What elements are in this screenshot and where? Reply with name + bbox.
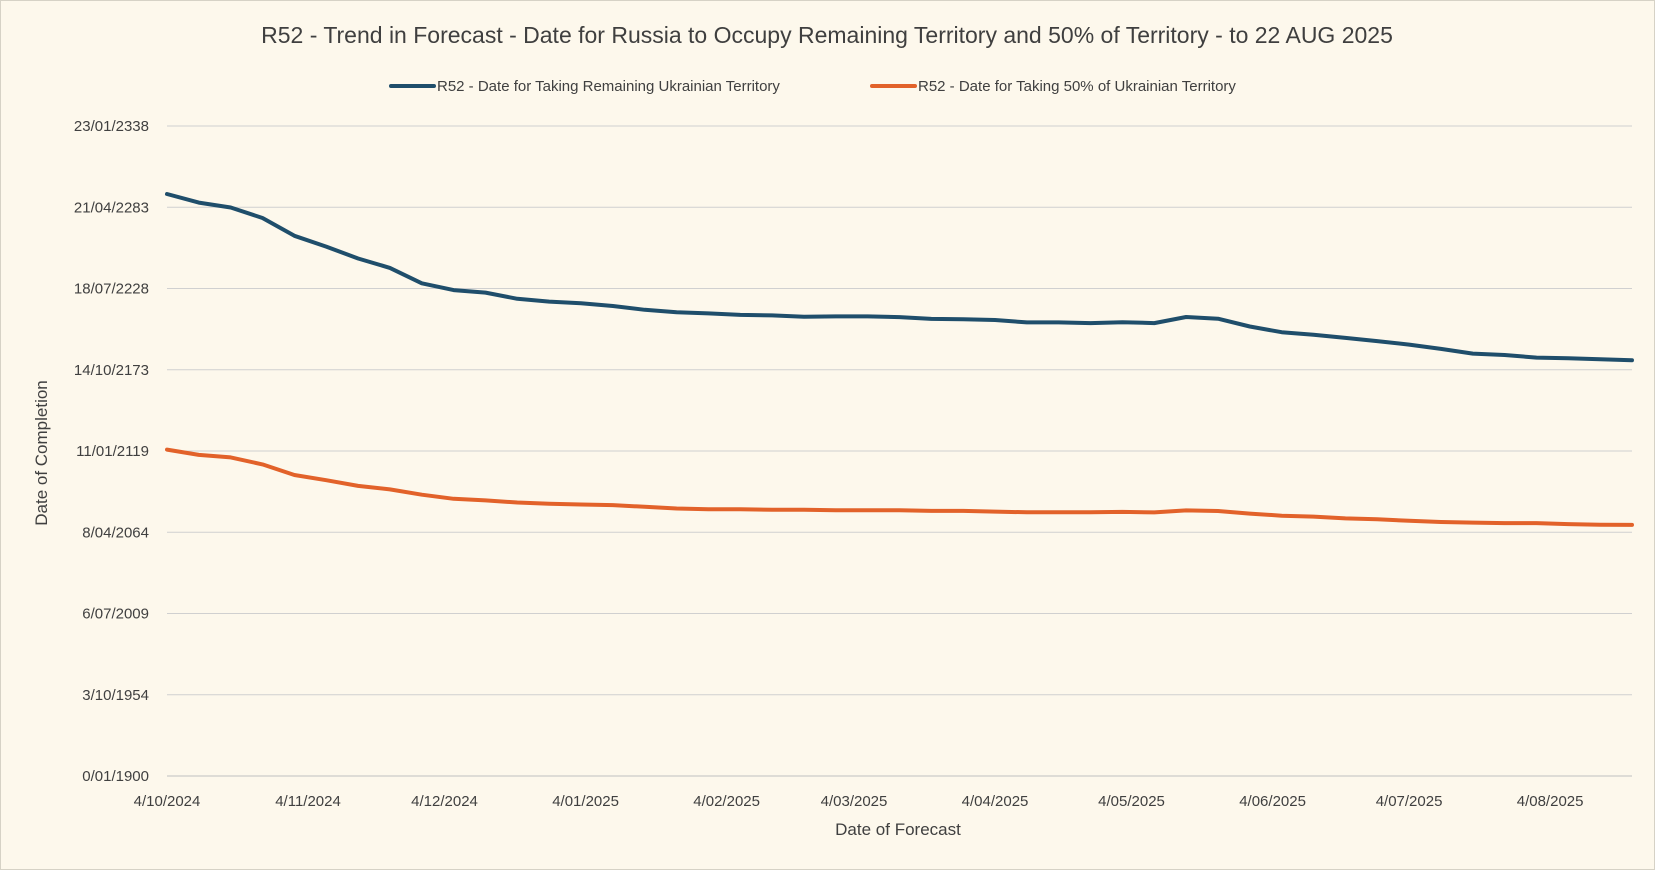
legend: R52 - Date for Taking Remaining Ukrainia… (389, 78, 1236, 95)
x-axis-title: Date of Forecast (835, 820, 961, 839)
x-tick-label: 4/06/2025 (1239, 793, 1306, 810)
x-tick-label: 4/02/2025 (693, 793, 760, 810)
chart-title: R52 - Trend in Forecast - Date for Russi… (261, 22, 1393, 48)
y-tick-label: 3/10/1954 (82, 687, 149, 704)
x-tick-label: 4/05/2025 (1098, 793, 1165, 810)
x-tick-label: 4/07/2025 (1376, 793, 1443, 810)
x-tick-label: 4/08/2025 (1517, 793, 1584, 810)
y-tick-label: 23/01/2338 (74, 118, 149, 135)
gridlines (167, 125, 1632, 777)
x-tick-label: 4/10/2024 (134, 793, 201, 810)
y-tick-label: 0/01/1900 (82, 768, 149, 785)
y-tick-label: 18/07/2228 (74, 281, 149, 298)
series-lines (165, 192, 1634, 527)
series-line-50-percent-territory (165, 447, 1634, 527)
x-tick-label: 4/12/2024 (411, 793, 478, 810)
y-axis-title: Date of Completion (32, 380, 51, 526)
y-tick-label: 6/07/2009 (82, 606, 149, 623)
y-tick-label: 8/04/2064 (82, 524, 149, 541)
x-tick-label: 4/04/2025 (962, 793, 1029, 810)
y-tick-label: 21/04/2283 (74, 199, 149, 216)
series-line-remaining-territory (165, 192, 1634, 363)
y-tick-label: 14/10/2173 (74, 362, 149, 379)
legend-label-50-percent: R52 - Date for Taking 50% of Ukrainian T… (918, 78, 1236, 95)
legend-label-remaining: R52 - Date for Taking Remaining Ukrainia… (437, 78, 780, 95)
y-axis-ticks: 0/01/1900 3/10/1954 6/07/2009 8/04/2064 11/0… (74, 118, 149, 785)
x-tick-label: 4/01/2025 (552, 793, 619, 810)
y-tick-label: 11/01/2119 (76, 443, 149, 460)
x-axis-ticks: 4/10/2024 4/11/2024 4/12/2024 4/01/2025 4/02… (134, 793, 1584, 810)
x-tick-label: 4/11/2024 (275, 793, 341, 810)
x-tick-label: 4/03/2025 (821, 793, 888, 810)
